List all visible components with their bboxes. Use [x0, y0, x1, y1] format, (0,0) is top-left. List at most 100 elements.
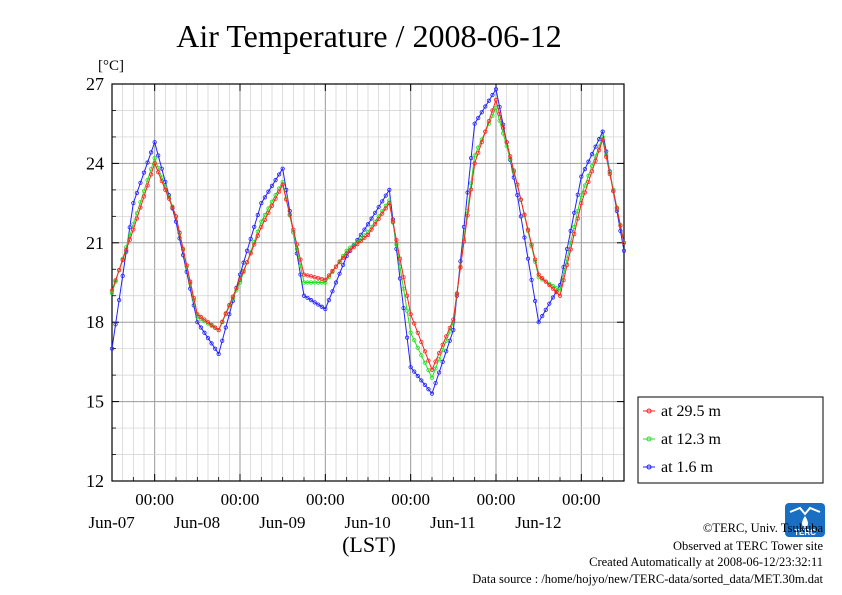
- data-point: [145, 160, 150, 165]
- data-point: [152, 156, 157, 161]
- data-point: [426, 387, 431, 392]
- data-point: [614, 206, 619, 211]
- data-point: [316, 302, 321, 307]
- data-point: [437, 350, 442, 356]
- data-point: [344, 251, 349, 256]
- data-point: [486, 98, 491, 103]
- legend-marker: [646, 408, 652, 414]
- x-tick-date: Jun-11: [430, 513, 476, 532]
- data-point: [557, 293, 563, 298]
- data-point: [604, 154, 609, 159]
- data-point: [294, 246, 299, 252]
- data-point: [362, 227, 367, 232]
- data-point: [412, 369, 417, 374]
- data-point: [479, 140, 484, 145]
- data-point: [259, 219, 264, 224]
- credit-created: Created Automatically at 2008-06-12/23:3…: [589, 555, 823, 569]
- data-point: [440, 342, 445, 347]
- data-point: [191, 295, 196, 301]
- data-point: [557, 283, 563, 288]
- data-point: [149, 172, 154, 177]
- data-point: [586, 179, 591, 185]
- data-point: [134, 190, 139, 196]
- data-point: [405, 335, 410, 340]
- data-point: [269, 183, 275, 188]
- data-point: [568, 228, 573, 233]
- data-point: [117, 298, 122, 303]
- data-point: [387, 187, 392, 192]
- data-point: [511, 168, 516, 173]
- data-point: [390, 219, 395, 224]
- logo-wave: [789, 506, 821, 516]
- data-point: [458, 265, 463, 270]
- data-point: [550, 295, 555, 300]
- data-point: [223, 325, 228, 330]
- data-point: [127, 237, 132, 242]
- data-point: [383, 193, 388, 198]
- data-point: [376, 204, 381, 210]
- data-point: [543, 279, 548, 284]
- data-point: [341, 262, 346, 267]
- data-point: [280, 182, 285, 187]
- y-tick-label: 27: [86, 74, 104, 94]
- data-point: [198, 314, 203, 320]
- data-point: [209, 322, 214, 327]
- data-point: [472, 161, 477, 166]
- data-point: [216, 351, 221, 357]
- data-point: [156, 170, 161, 175]
- data-point: [319, 304, 324, 309]
- legend-box: [637, 396, 824, 484]
- data-point: [408, 312, 413, 317]
- data-point: [234, 286, 239, 291]
- data-point: [117, 268, 122, 273]
- data-point: [127, 225, 132, 230]
- data-point: [113, 278, 118, 283]
- data-point: [469, 156, 474, 161]
- data-point: [490, 108, 495, 113]
- data-point: [141, 170, 147, 175]
- data-point: [380, 211, 385, 216]
- data-point: [582, 190, 587, 195]
- data-point: [213, 325, 218, 330]
- data-point: [422, 382, 427, 387]
- data-point: [358, 238, 363, 244]
- data-point: [305, 295, 310, 301]
- data-point: [209, 341, 214, 346]
- data-point: [522, 235, 527, 240]
- data-point: [181, 246, 186, 252]
- data-point: [252, 224, 257, 230]
- data-point: [575, 216, 580, 221]
- y-tick-label: 24: [86, 153, 104, 173]
- data-point: [248, 251, 253, 256]
- data-point: [405, 293, 410, 298]
- data-point: [490, 92, 495, 98]
- data-point: [149, 150, 154, 155]
- data-point: [309, 298, 314, 303]
- series-line: [111, 87, 625, 395]
- data-point: [540, 275, 545, 281]
- data-point: [533, 298, 538, 304]
- data-point: [621, 248, 627, 253]
- data-point: [426, 358, 431, 363]
- data-point: [213, 346, 218, 351]
- data-point: [479, 110, 484, 115]
- data-point: [273, 178, 278, 183]
- data-point: [163, 187, 168, 192]
- data-point: [262, 212, 267, 218]
- data-point: [351, 245, 356, 250]
- data-point: [294, 242, 299, 247]
- data-point: [497, 111, 502, 117]
- data-point: [248, 236, 253, 241]
- data-point: [220, 319, 225, 324]
- data-point: [429, 367, 435, 372]
- data-point: [255, 212, 260, 218]
- data-point: [611, 189, 616, 194]
- data-point: [195, 312, 200, 317]
- data-point: [145, 183, 150, 188]
- data-point: [536, 272, 541, 277]
- data-point: [287, 212, 292, 217]
- data-point: [465, 213, 470, 218]
- legend-marker: [646, 464, 652, 470]
- data-point: [529, 242, 534, 247]
- data-point: [383, 206, 388, 211]
